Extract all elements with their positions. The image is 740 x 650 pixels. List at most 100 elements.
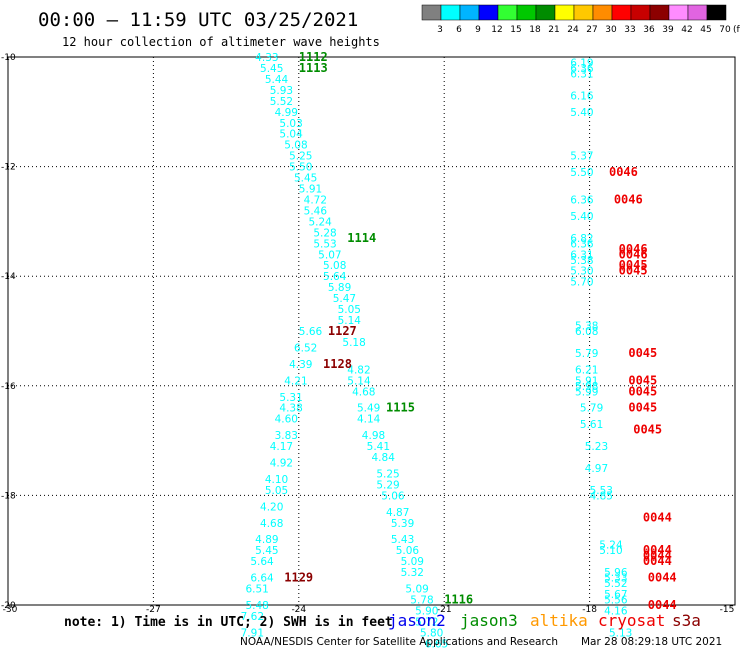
wave-height-point: 5.04 <box>279 129 303 141</box>
wave-height-point: 6.52 <box>294 342 317 354</box>
wave-height-point: 5.10 <box>599 545 622 557</box>
scale-tick-label: 12 <box>491 25 502 35</box>
x-tick-label: -24 <box>291 605 306 615</box>
scale-tick-label: 3 <box>437 25 443 35</box>
satellite-legend-item: cryosat <box>598 611 665 630</box>
pass-label: 0045 <box>628 373 657 387</box>
wave-height-point: 6.51 <box>245 584 268 596</box>
wave-height-point: 5.90 <box>415 605 438 617</box>
scale-tick-label: 15 <box>510 25 521 35</box>
wave-height-point: 5.91 <box>575 375 598 387</box>
wave-height-point: 4.87 <box>386 507 409 519</box>
wave-height-point: 5.37 <box>570 151 593 163</box>
wave-height-point: 5.32 <box>401 567 424 579</box>
wave-height-point: 5.80 <box>420 627 443 639</box>
wave-height-point: 4.10 <box>265 474 288 486</box>
wave-height-point: 5.64 <box>250 556 274 568</box>
wave-height-point: 6.31 <box>570 249 593 261</box>
pass-label: 0045 <box>619 264 648 278</box>
wave-height-point: 6.08 <box>575 326 598 338</box>
wave-height-point: 5.28 <box>313 227 336 239</box>
wave-height-point: 4.33 <box>255 52 278 64</box>
pass-label: 0045 <box>628 401 657 415</box>
y-tick-label: -10 <box>1 53 16 63</box>
x-tick-label: -30 <box>3 605 18 615</box>
wave-height-point: 5.06 <box>396 545 420 557</box>
wave-height-point: 5.50 <box>570 167 593 179</box>
footer-credit: NOAA/NESDIS Center for Satellite Applica… <box>240 636 558 648</box>
wave-height-point: 5.78 <box>410 595 433 607</box>
wave-height-point: 5.25 <box>289 151 312 163</box>
wave-height-point: 5.40 <box>570 211 593 223</box>
wave-height-point: 5.98 <box>575 381 598 393</box>
scale-swatch <box>630 4 651 21</box>
pass-label: 1129 <box>284 571 313 585</box>
pass-label: 1116 <box>444 593 473 607</box>
satellite-legend-item: altika <box>530 611 588 630</box>
wave-height-point: 6.31 <box>570 68 593 80</box>
scale-tick-label: 27 <box>586 25 597 35</box>
scale-swatch <box>535 4 556 21</box>
wave-height-point: 5.14 <box>338 315 362 327</box>
wave-height-values: 4.335.455.445.935.524.995.035.045.085.25… <box>241 52 633 650</box>
x-tick-label: -15 <box>720 605 735 615</box>
wave-height-point: 5.13 <box>609 627 632 639</box>
scale-swatch <box>459 4 480 21</box>
y-tick-label: -16 <box>1 382 16 392</box>
footer-note: note: 1) Time is in UTC; 2) SWH is in fe… <box>64 615 393 630</box>
wave-height-point: 5.05 <box>338 304 361 316</box>
wave-height-point: 5.33 <box>604 573 627 585</box>
scale-tick-label: 18 <box>529 25 541 35</box>
wave-height-point: 5.41 <box>367 441 390 453</box>
scale-swatch <box>573 4 594 21</box>
footer-timestamp: Mar 28 08:29:18 UTC 2021 <box>581 636 722 648</box>
wave-height-point: 5.91 <box>299 184 322 196</box>
pass-label: 0045 <box>628 346 657 360</box>
pass-label: 1114 <box>347 231 376 245</box>
scale-tick-label: 6 <box>456 25 462 35</box>
wave-height-point: 5.25 <box>376 468 399 480</box>
wave-height-point: 5.93 <box>270 85 293 97</box>
wave-height-point: 5.08 <box>284 140 307 152</box>
wave-height-point: 5.61 <box>580 419 603 431</box>
wave-height-point: 6.16 <box>570 90 594 102</box>
wave-height-point: 4.20 <box>260 501 283 513</box>
scale-tick-label: 9 <box>475 25 481 35</box>
wave-height-point: 4.38 <box>279 403 302 415</box>
wave-height-point: 4.21 <box>284 375 307 387</box>
wave-height-point: 5.18 <box>342 337 365 349</box>
scale-swatch <box>478 4 499 21</box>
scale-swatch <box>649 4 670 21</box>
wave-height-point: 5.45 <box>260 63 283 75</box>
wave-height-point: 5.09 <box>401 556 424 568</box>
scale-swatch <box>668 4 689 21</box>
wave-height-point: 5.06 <box>381 490 405 502</box>
wave-height-point: 5.50 <box>289 162 312 174</box>
axis-tick-labels: -30 -27 -24 -21 -18 -15 -10 -12 -14 -16 -18 -20 <box>1 53 734 615</box>
wave-height-point: 5.09 <box>405 584 428 596</box>
wave-height-point: 4.82 <box>347 364 370 376</box>
wave-height-point: 4.72 <box>304 194 327 206</box>
wave-height-point: 6.21 <box>575 364 598 376</box>
scale-swatch <box>611 4 632 21</box>
wave-height-point: 5.38 <box>570 255 593 267</box>
pass-label: 0046 <box>619 242 648 256</box>
wave-height-point: 5.05 <box>265 485 288 497</box>
wave-height-point: 5.79 <box>580 403 603 415</box>
scale-tick-label: 45 <box>700 25 711 35</box>
scale-tick-label: 33 <box>624 25 635 35</box>
wave-height-point: 6.64 <box>250 573 274 585</box>
scale-swatch <box>706 4 727 21</box>
wave-height-point: 5.07 <box>318 249 341 261</box>
wave-height-point: 5.39 <box>391 518 414 530</box>
wave-height-point: 4.16 <box>604 605 628 617</box>
pass-label: 0046 <box>619 247 648 261</box>
wave-height-point: 4.68 <box>352 386 375 398</box>
scale-swatch <box>516 4 537 21</box>
wave-height-point: 5.14 <box>347 375 371 387</box>
wave-height-point: 5.53 <box>590 485 613 497</box>
y-tick-label: -18 <box>1 491 16 501</box>
x-tick-label: -21 <box>437 605 452 615</box>
wave-height-point: 5.99 <box>575 386 598 398</box>
wave-height-point: 5.66 <box>299 326 323 338</box>
